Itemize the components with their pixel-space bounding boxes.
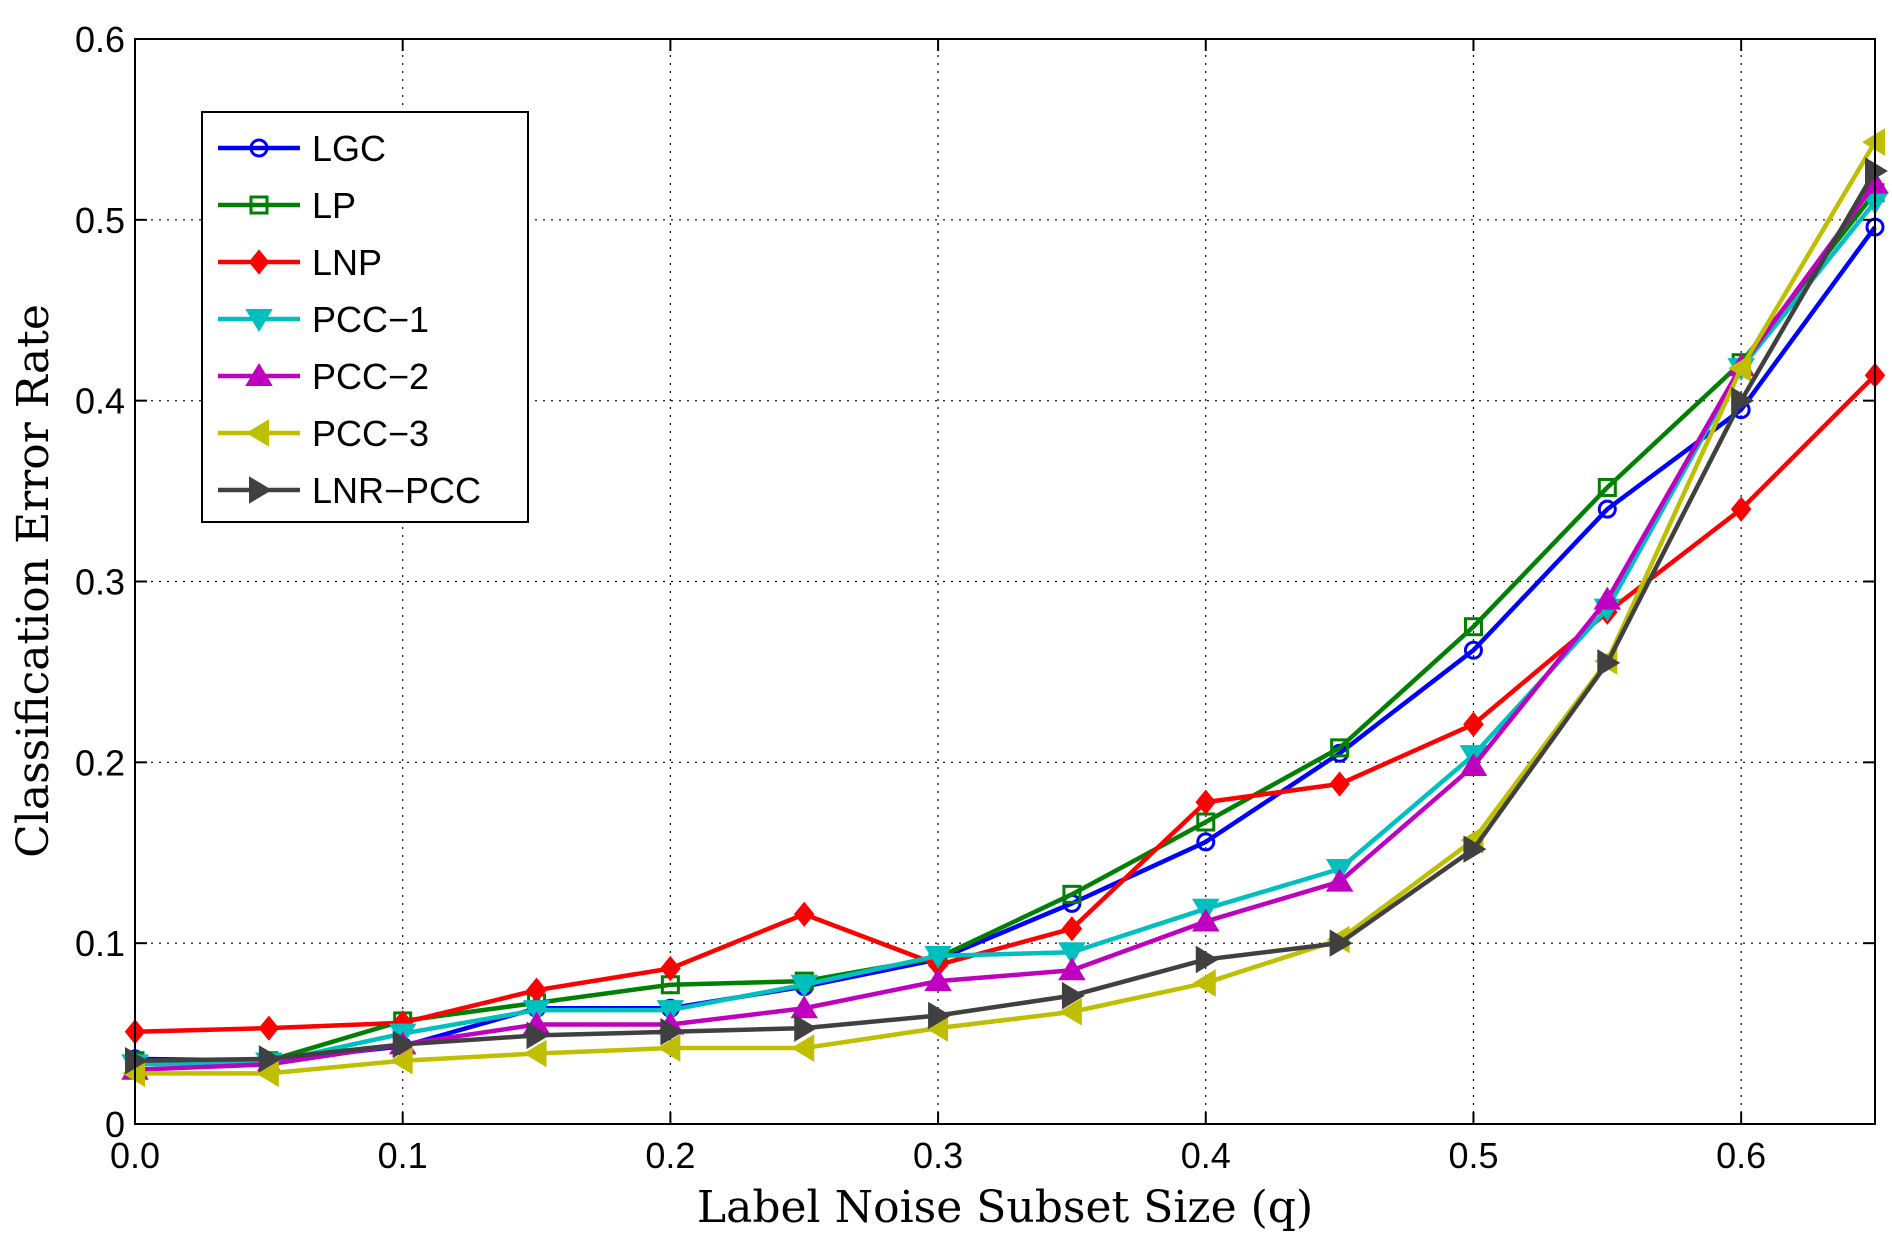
legend-label: LGC <box>312 128 386 169</box>
data-point <box>1192 969 1216 997</box>
legend-marker <box>248 249 270 275</box>
data-point <box>1593 586 1622 610</box>
x-tick-label: 0.4 <box>1181 1135 1231 1176</box>
y-axis-title: Classification Error Rate <box>8 304 59 858</box>
data-point <box>523 1039 547 1068</box>
grid-lines <box>135 39 1875 1124</box>
legend-label: PCC−3 <box>312 413 429 454</box>
data-point <box>657 1034 681 1062</box>
x-tick-label: 0.0 <box>110 1135 160 1176</box>
data-point <box>1330 738 1350 758</box>
data-point <box>1463 617 1483 637</box>
data-point <box>793 901 815 927</box>
data-point <box>794 1014 818 1042</box>
data-point <box>924 945 952 969</box>
legend-marker <box>249 138 269 158</box>
data-point <box>790 995 818 1019</box>
data-point <box>656 1000 685 1024</box>
data-point <box>1061 916 1083 942</box>
data-point <box>258 1015 280 1041</box>
data-point <box>1459 753 1488 776</box>
legend-marker <box>249 476 272 504</box>
data-point <box>660 955 681 982</box>
legend-marker <box>246 419 269 447</box>
data-point <box>1195 945 1219 974</box>
legend-label: LNR−PCC <box>312 470 481 511</box>
data-point <box>924 968 952 992</box>
data-point <box>1325 868 1354 892</box>
y-tick-label: 0.4 <box>75 381 125 422</box>
data-point <box>1728 354 1752 382</box>
data-point <box>1196 832 1216 852</box>
data-point <box>1730 496 1752 522</box>
data-point <box>255 1059 279 1088</box>
data-point <box>1195 789 1217 815</box>
data-point <box>1058 957 1086 981</box>
data-point <box>1329 929 1353 957</box>
data-point <box>1463 640 1483 660</box>
y-tick-label: 0.2 <box>75 742 125 783</box>
data-point <box>790 974 818 998</box>
data-point <box>1329 771 1350 797</box>
data-point <box>791 1034 815 1062</box>
data-point <box>1463 711 1484 737</box>
y-tick-label: 0.1 <box>75 923 125 964</box>
data-point <box>526 1021 550 1050</box>
data-point <box>1597 499 1617 519</box>
data-point <box>1731 386 1755 415</box>
data-point <box>1597 649 1621 677</box>
x-axis-title: Label Noise Subset Size (q) <box>697 1182 1313 1233</box>
legend-label: LP <box>312 185 356 226</box>
data-point <box>928 1001 952 1030</box>
legend-label: PCC−2 <box>312 356 429 397</box>
data-point <box>1058 998 1082 1026</box>
data-point <box>1061 981 1085 1010</box>
legend-label: LNP <box>312 242 382 283</box>
data-point <box>1597 477 1617 497</box>
data-point <box>1062 884 1082 904</box>
axes: 0.0 0.1 0.2 0.3 0.4 0.5 0.6 0 0.1 0.2 0.3 0.4 0.5 0.6 <box>75 19 1875 1176</box>
legend-marker <box>245 363 273 386</box>
y-tick-label: 0.3 <box>75 562 125 603</box>
data-point <box>522 1000 551 1024</box>
y-tick-label: 0 <box>105 1104 125 1145</box>
legend-marker <box>249 195 269 215</box>
data-point <box>660 1018 684 1046</box>
data-point <box>1463 835 1487 863</box>
x-tick-label: 0.3 <box>913 1135 963 1176</box>
y-tick-label: 0.5 <box>75 200 125 241</box>
legend: LGC LP LNP PCC−1 PCC−2 PCC−3 LNR−PCC <box>201 111 529 523</box>
data-point <box>389 1046 413 1075</box>
series-line <box>134 169 1877 1063</box>
x-tick-label: 0.2 <box>645 1135 695 1176</box>
data-point <box>1192 908 1220 932</box>
legend-label: PCC−1 <box>312 299 429 340</box>
series-layer <box>121 128 1889 1088</box>
legend-marker <box>245 309 273 332</box>
x-tick-label: 0.1 <box>378 1135 428 1176</box>
x-tick-label: 0.5 <box>1448 1135 1498 1176</box>
series-6 <box>125 157 1888 1075</box>
data-point <box>258 1045 282 1073</box>
data-point <box>1058 942 1086 966</box>
series-line <box>134 200 1877 1067</box>
x-tick-label: 0.6 <box>1716 1135 1766 1176</box>
data-point <box>392 1030 416 1059</box>
y-tick-label: 0.6 <box>75 19 125 60</box>
